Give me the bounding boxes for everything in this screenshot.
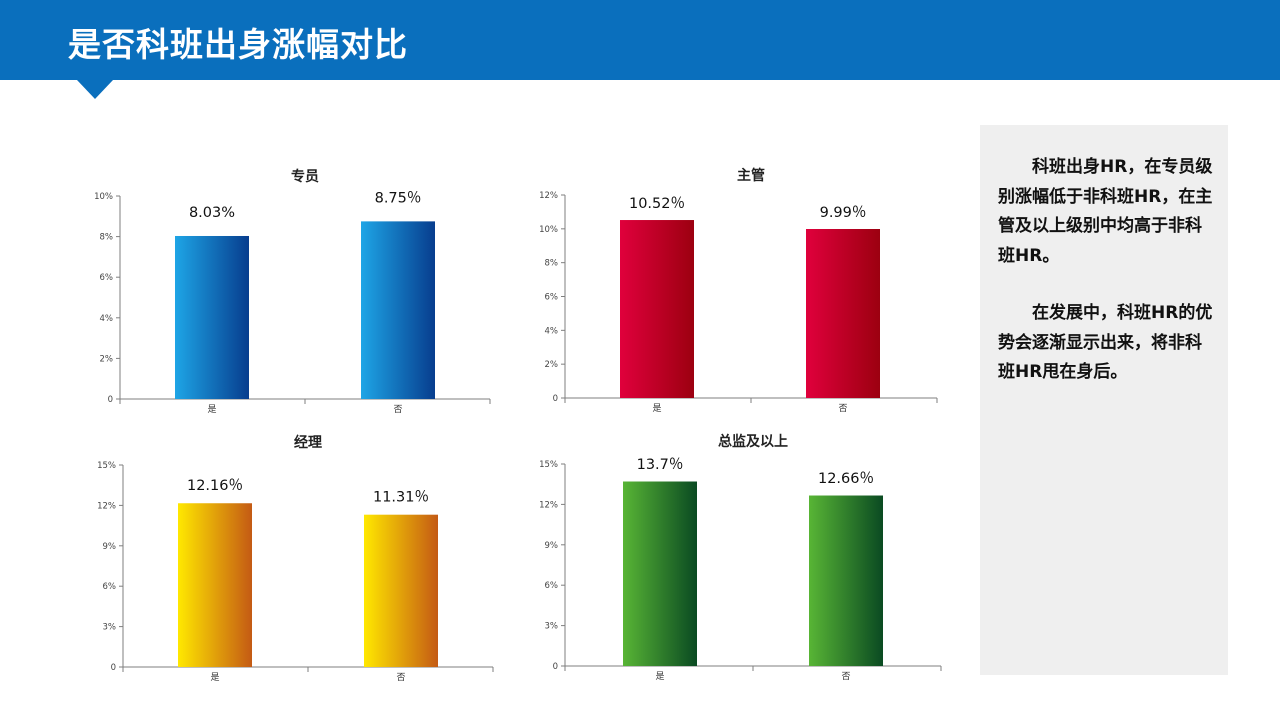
page-title: 是否科班出身涨幅对比 xyxy=(68,25,408,64)
y-tick-label: 12% xyxy=(539,500,558,510)
category-label: 否 xyxy=(841,671,850,682)
bar xyxy=(620,220,694,398)
chart-title: 主管 xyxy=(737,167,765,184)
y-tick-label: 12% xyxy=(97,501,116,511)
data-label: 10.52％ xyxy=(629,196,685,212)
y-tick-label: 0 xyxy=(553,662,558,672)
y-tick-label: 3% xyxy=(545,622,559,632)
chart-title: 总监及以上 xyxy=(718,433,788,450)
y-tick-label: 15% xyxy=(97,461,116,471)
data-label: 12.66％ xyxy=(818,471,874,487)
category-label: 否 xyxy=(838,403,847,414)
y-tick-label: 12% xyxy=(539,191,558,201)
y-tick-label: 15% xyxy=(539,460,558,470)
y-tick-label: 6% xyxy=(545,581,559,591)
y-tick-label: 4% xyxy=(545,326,559,336)
summary-panel xyxy=(980,125,1228,675)
bar xyxy=(361,221,435,399)
category-label: 否 xyxy=(396,672,405,683)
y-tick-label: 6% xyxy=(545,293,559,303)
bar xyxy=(364,514,438,667)
y-tick-label: 9% xyxy=(545,541,559,551)
y-tick-label: 3% xyxy=(103,623,117,633)
y-tick-label: 4% xyxy=(100,314,114,324)
category-label: 是 xyxy=(207,404,216,415)
chart-title: 经理 xyxy=(294,434,322,451)
bar xyxy=(623,481,697,666)
category-label: 是 xyxy=(210,672,219,683)
y-tick-label: 2% xyxy=(100,354,114,364)
y-tick-label: 8% xyxy=(100,233,114,243)
bar xyxy=(178,503,252,667)
data-label: 12.16％ xyxy=(187,478,243,494)
y-tick-label: 10% xyxy=(539,225,558,235)
summary-paragraph-2: 在发展中，科班HR的优势会逐渐显示出来，将非科班HR甩在身后。 xyxy=(998,303,1213,382)
y-tick-label: 8% xyxy=(545,259,559,269)
y-tick-label: 0 xyxy=(553,394,558,404)
summary-paragraph-1: 科班出身HR，在专员级别涨幅低于非科班HR，在主管及以上级别中均高于非科班HR。 xyxy=(998,157,1213,266)
category-label: 是 xyxy=(655,671,664,682)
y-tick-label: 6% xyxy=(100,273,114,283)
bar xyxy=(175,235,249,399)
y-tick-label: 9% xyxy=(103,542,117,552)
y-tick-label: 2% xyxy=(545,360,559,370)
data-label: 9.99％ xyxy=(820,205,867,221)
category-label: 是 xyxy=(652,403,661,414)
bar xyxy=(809,495,883,666)
data-label: 8.03% xyxy=(189,205,235,221)
y-tick-label: 10% xyxy=(94,192,113,202)
bar xyxy=(806,229,880,398)
chart-title: 专员 xyxy=(291,168,319,185)
header-bar xyxy=(0,0,1280,80)
data-label: 8.75％ xyxy=(375,190,422,206)
header-notch xyxy=(77,80,113,99)
data-label: 11.31％ xyxy=(373,489,429,505)
y-tick-label: 0 xyxy=(108,395,113,405)
y-tick-label: 6% xyxy=(103,582,117,592)
y-tick-label: 0 xyxy=(111,663,116,673)
data-label: 13.7％ xyxy=(637,457,684,473)
category-label: 否 xyxy=(393,404,402,415)
